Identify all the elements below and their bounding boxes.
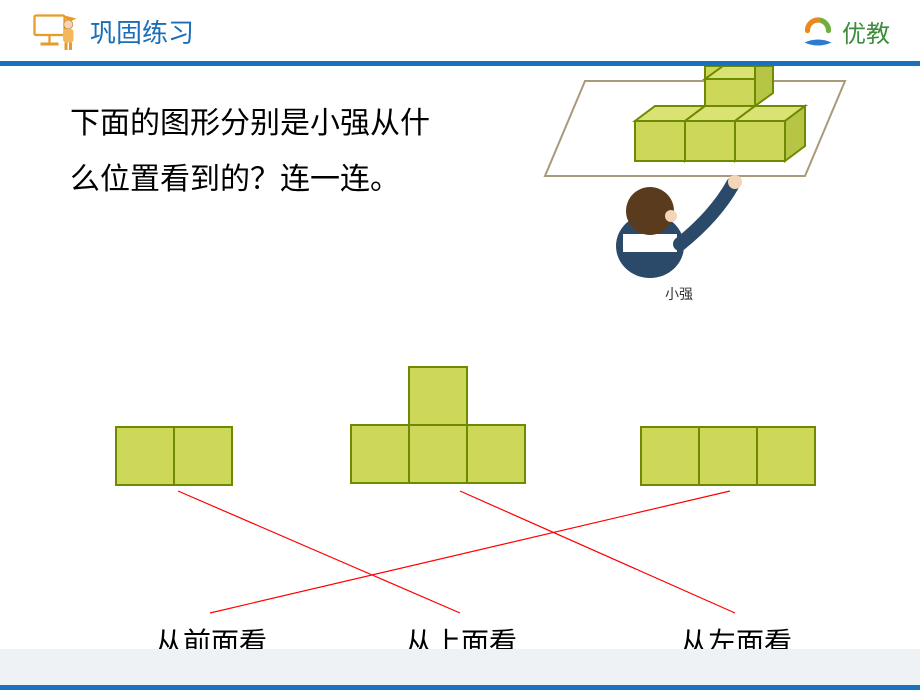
footer-rule bbox=[0, 685, 920, 690]
child-icon bbox=[616, 175, 742, 278]
slide-content: 下面的图形分别是小强从什 么位置看到的？连一连。 bbox=[0, 66, 920, 626]
footer-band bbox=[0, 649, 920, 685]
view-shape-a bbox=[115, 426, 233, 486]
brand-logo: 优教 bbox=[800, 14, 890, 50]
section-title: 巩固练习 bbox=[90, 13, 194, 50]
header-left: 巩固练习 bbox=[30, 8, 194, 56]
view-shape-c bbox=[640, 426, 816, 486]
shapes-row bbox=[0, 366, 920, 506]
view-shape-b bbox=[350, 366, 526, 484]
logo-icon bbox=[800, 14, 836, 50]
child-caption: 小强 bbox=[665, 284, 693, 304]
question-line-1: 下面的图形分别是小强从什 bbox=[70, 107, 430, 140]
scene-figure: 小强 bbox=[505, 66, 850, 301]
question-text: 下面的图形分别是小强从什 么位置看到的？连一连。 bbox=[70, 96, 490, 207]
brand-text: 优教 bbox=[842, 14, 890, 49]
scene-svg bbox=[505, 66, 850, 301]
slide-header: 巩固练习 优教 bbox=[0, 0, 920, 55]
question-line-2: 么位置看到的？连一连。 bbox=[70, 163, 400, 196]
teacher-icon bbox=[30, 8, 78, 56]
